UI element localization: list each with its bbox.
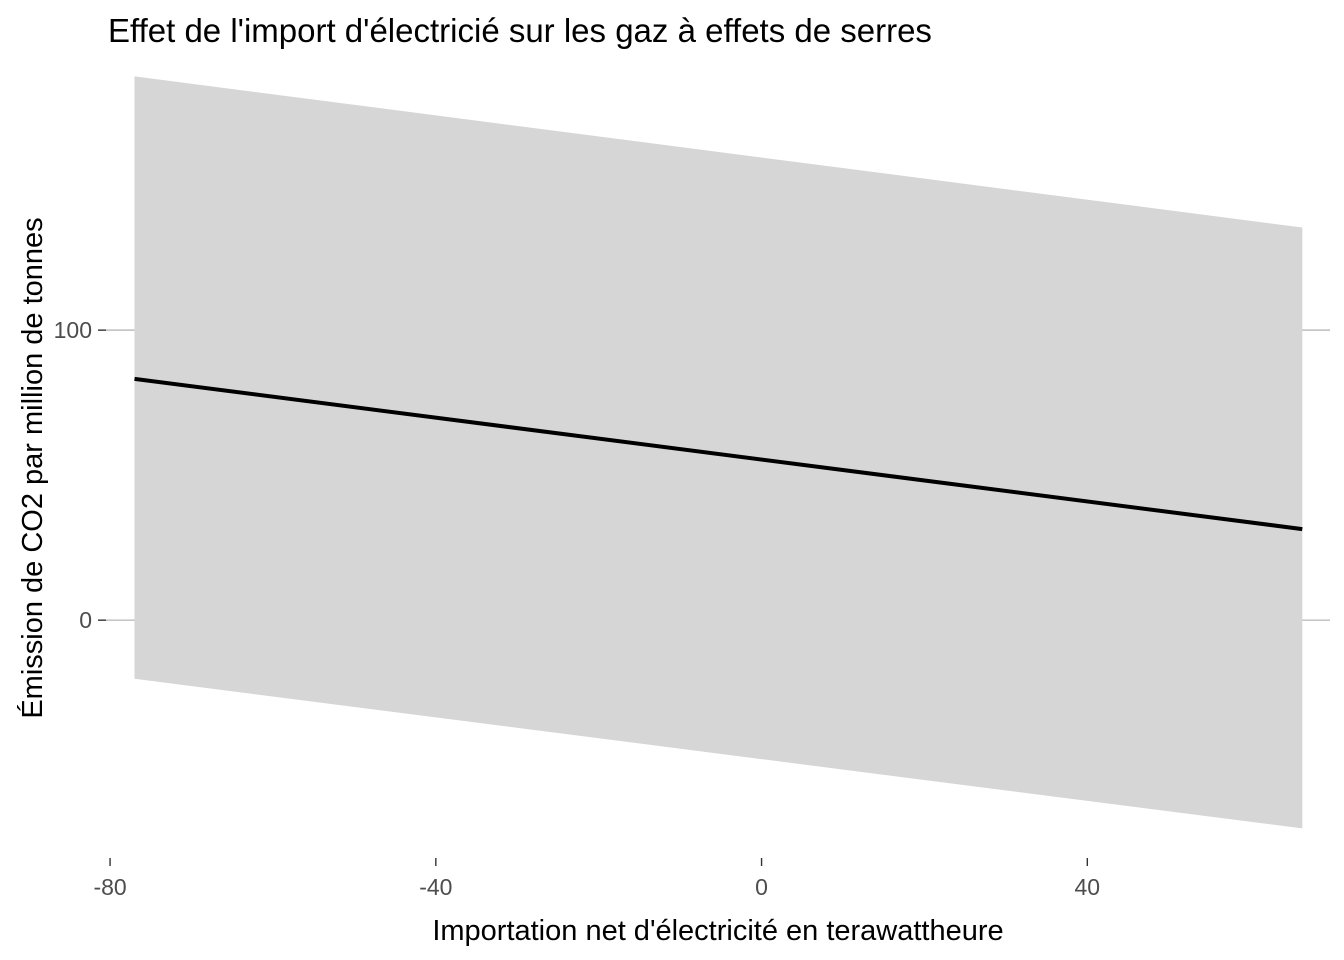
y-tick-label: 100	[54, 317, 92, 343]
y-axis: 0 100	[54, 317, 106, 633]
x-axis: -80 -40 0 40	[93, 858, 1100, 900]
y-tick-label: 0	[79, 607, 92, 633]
line-layer	[134, 376, 1303, 532]
chart-title: Effet de l'import d'électricié sur les g…	[108, 12, 932, 49]
y-axis-label: Émission de CO2 par million de tonnes	[16, 217, 49, 718]
x-axis-label: Importation net d'électricité en terawat…	[432, 915, 1003, 947]
regression-line	[134, 376, 1303, 532]
x-tick-label: 0	[755, 874, 768, 900]
x-tick-label: 40	[1075, 874, 1101, 900]
x-tick-label: -80	[93, 874, 126, 900]
x-tick-label: -40	[419, 874, 452, 900]
